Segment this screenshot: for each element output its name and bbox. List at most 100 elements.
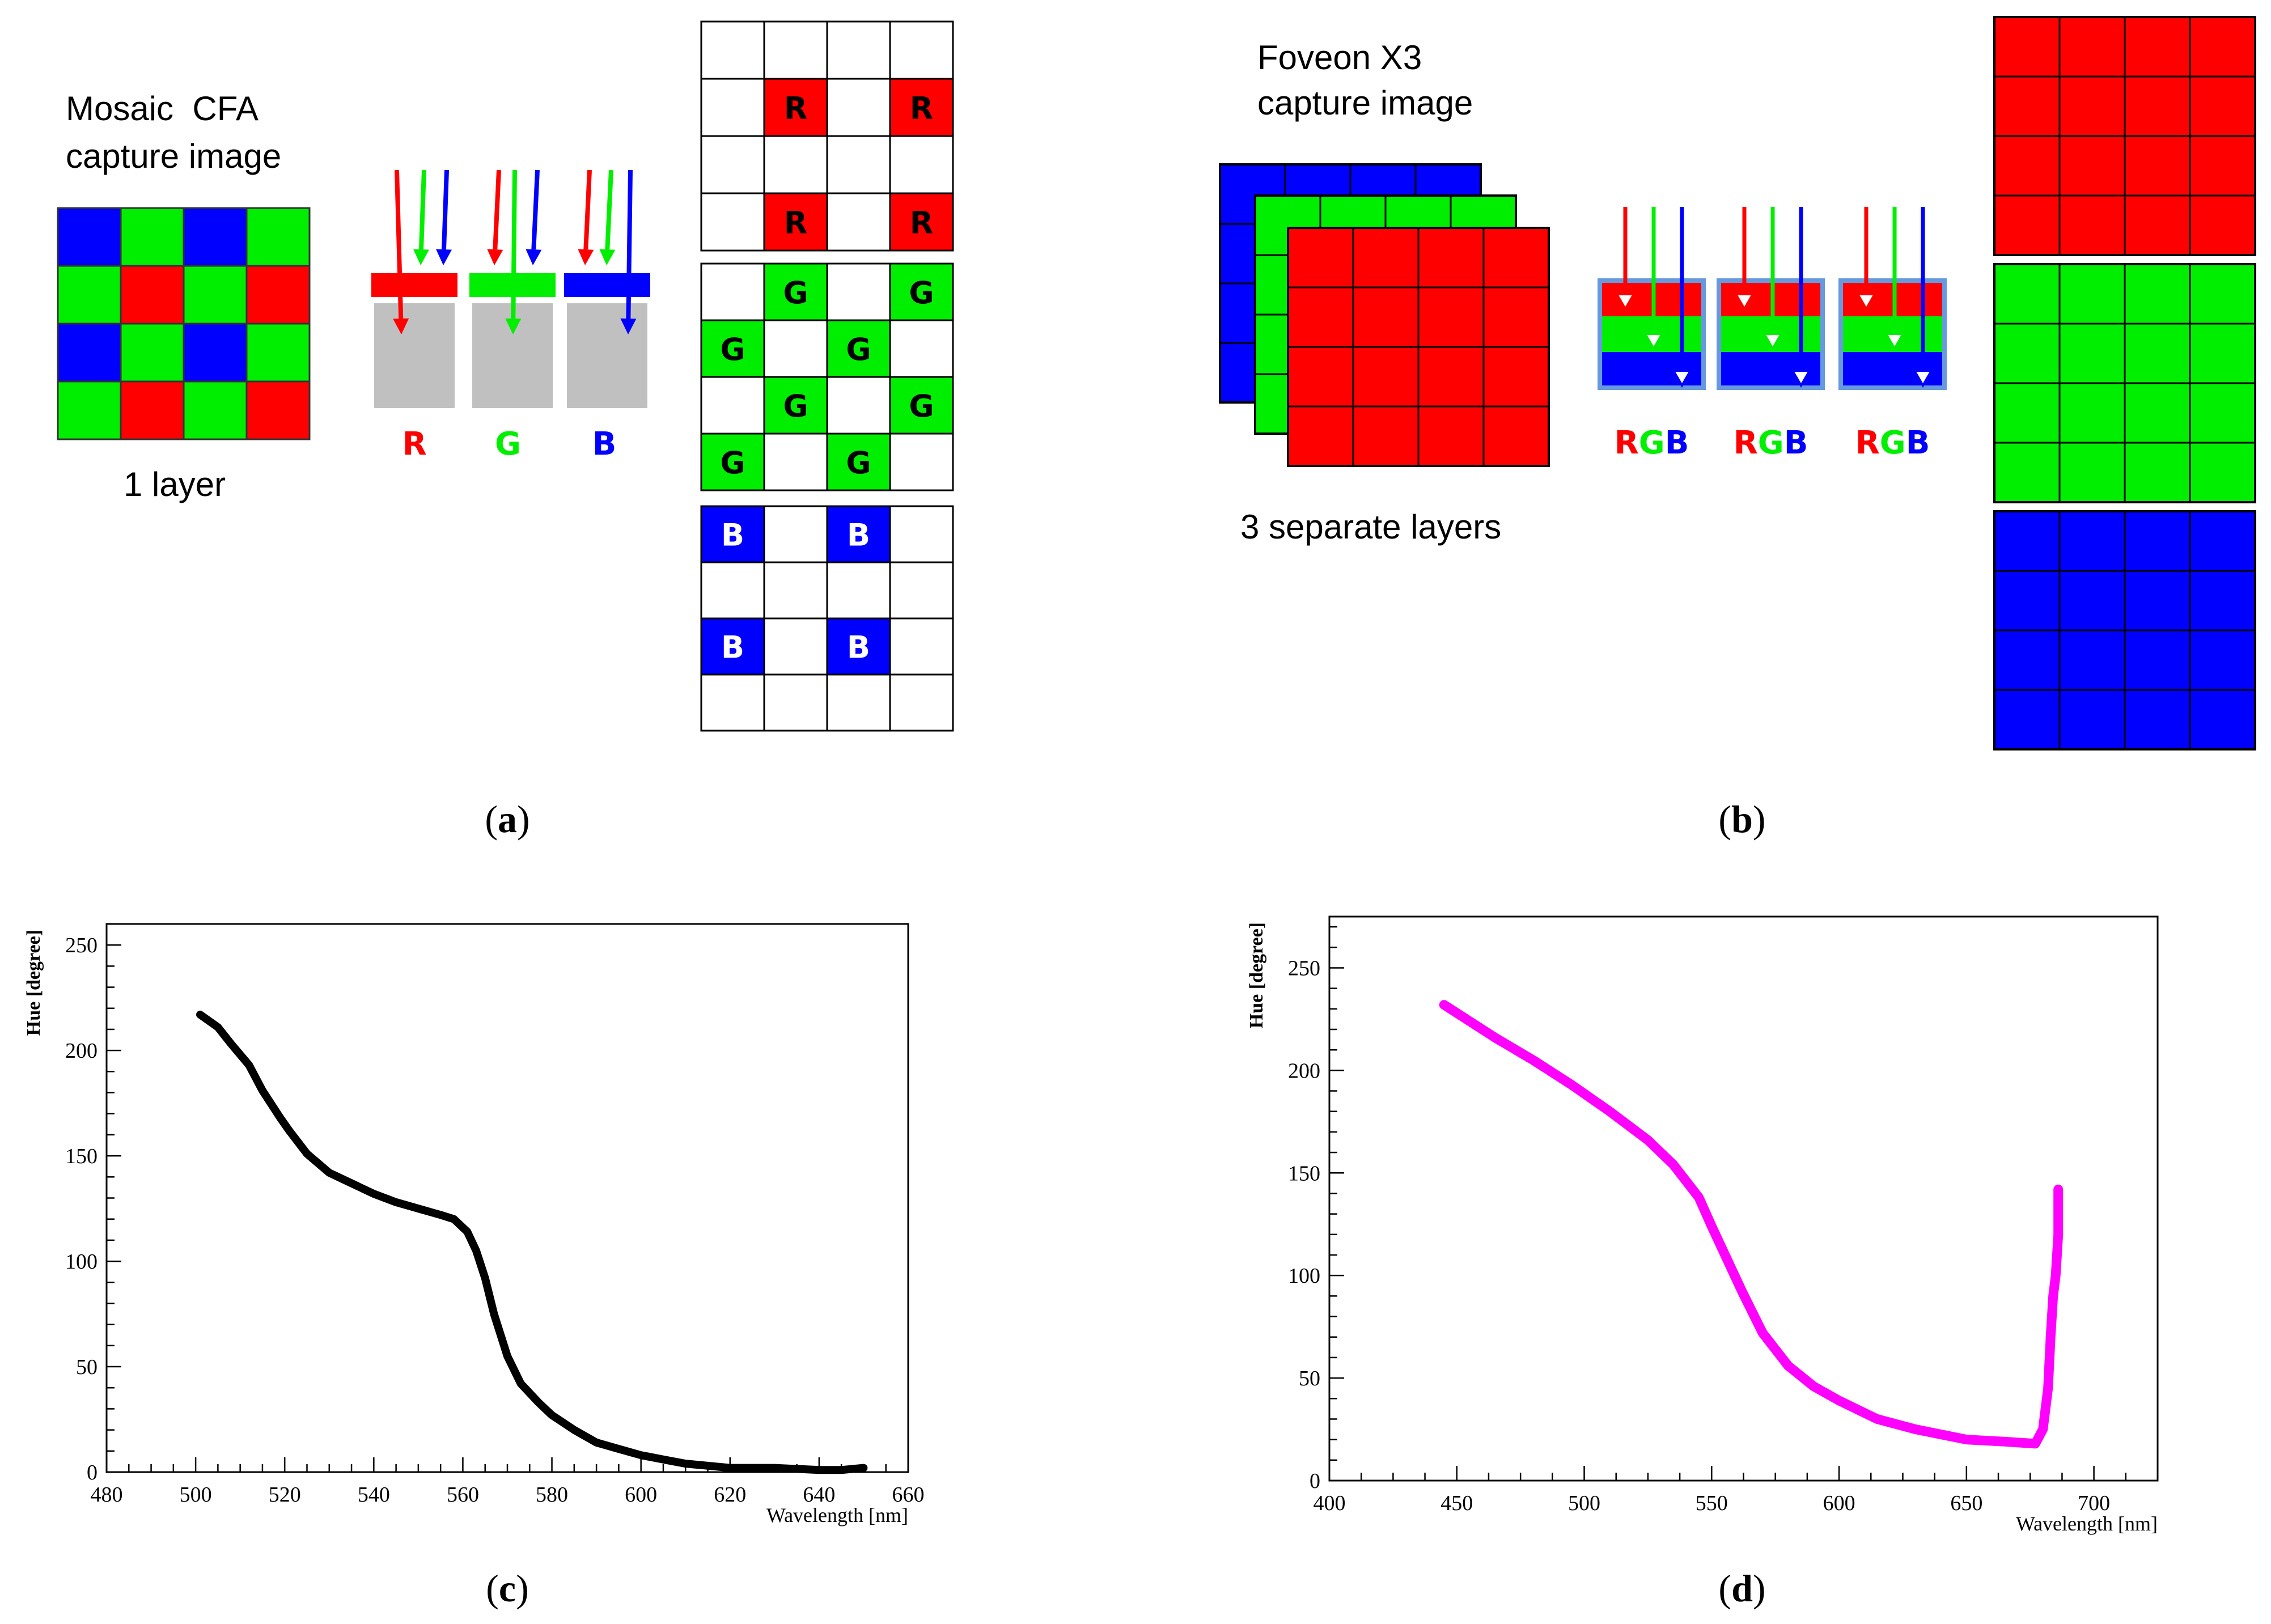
arrow-shaft (531, 169, 540, 250)
light-arrows (393, 169, 637, 334)
mosaic-cell-green (183, 380, 248, 440)
blue-grid-empty-cell (826, 561, 891, 620)
green-light-arrow (1643, 207, 1664, 351)
caption-c: (c) (486, 1567, 529, 1610)
y-tick-label: 250 (1288, 956, 1320, 980)
green-grid-letter: G (909, 388, 934, 424)
filter-label-r: R (402, 426, 426, 463)
arrow-head (1643, 333, 1664, 351)
blue-light-arrow (1671, 207, 1693, 388)
green-grid-filled-cell (826, 319, 891, 378)
arrow-head (1912, 370, 1934, 388)
red-grid-filled-cell (889, 192, 954, 252)
x-tick-label: 660 (892, 1483, 925, 1507)
x-tick-label: 600 (625, 1483, 657, 1507)
blue-grid-letter: B (847, 630, 870, 665)
y-tick-label: 200 (65, 1039, 98, 1063)
chart-d: 400 450 500 550 600 650 700 0 50 100 150 200 250 Wave… (1246, 915, 2159, 1535)
panel-b: Foveon X3 capture image 3 separate layer… (1219, 16, 2256, 841)
red-grid-empty-cell (700, 20, 765, 80)
layer-count-label: 1 layer (124, 465, 226, 503)
x-tick-label: 480 (91, 1483, 123, 1507)
x-axis-label: Wavelength [nm] (766, 1504, 908, 1527)
blue-light-arrow (1790, 207, 1812, 388)
mosaic-cfa-grid (57, 207, 311, 440)
red-grid-empty-cell (889, 135, 954, 194)
x-tick-label: 550 (1696, 1491, 1728, 1515)
green-light-arrow (505, 169, 522, 334)
y-tick-label: 100 (65, 1250, 98, 1274)
red-light-arrow (578, 169, 594, 265)
arrow-head (393, 318, 409, 334)
green-grid-filled-cell (700, 319, 765, 378)
rgb-label-g: G (1758, 425, 1784, 461)
rgb-label-r: R (1734, 425, 1758, 461)
x-tick-label: 520 (269, 1483, 301, 1507)
rgb-label-b: B (1906, 425, 1930, 461)
green-grid-filled-cell (763, 262, 828, 321)
red-grid-filled-cell (763, 192, 828, 252)
y-tick-label: 250 (65, 934, 98, 957)
mosaic-cell-blue (57, 323, 122, 383)
blue-grid-empty-cell (763, 505, 828, 563)
panel-b-title-line2: capture image (1257, 84, 1473, 122)
blue-grid-empty-cell (826, 673, 891, 732)
arrow-head (1790, 370, 1812, 388)
blue-filter (564, 273, 650, 297)
green-grid-letter: G (909, 275, 934, 311)
green-channel-grid: G G G G G G G G (700, 262, 954, 491)
x-tick-label: 450 (1440, 1491, 1473, 1515)
blue-grid-empty-cell (889, 617, 954, 676)
red-grid-empty-cell (826, 192, 891, 252)
x-tick-label: 400 (1314, 1491, 1346, 1515)
red-grid-letter: R (910, 91, 934, 126)
green-grid-letter: G (846, 332, 871, 367)
red-filter (371, 273, 457, 297)
red-grid-empty-cell (826, 78, 891, 137)
caption-b: (b) (1718, 798, 1765, 841)
filter-label-b: B (592, 426, 617, 463)
x-tick-label: 500 (1568, 1491, 1600, 1515)
red-channel-layer (1993, 16, 2256, 256)
green-grid-empty-cell (700, 262, 765, 321)
rgb-label-g: G (1639, 425, 1665, 461)
arrow-head (1855, 293, 1877, 312)
sensor-stack-3: RGB (1838, 207, 1947, 461)
panel-a-title-line1: Mosaic CFA (66, 90, 259, 128)
green-grid-filled-cell (826, 432, 891, 491)
blue-grid-empty-cell (700, 561, 765, 620)
green-grid-filled-cell (889, 262, 954, 321)
blue-light-arrow (436, 169, 452, 265)
red-light-arrow (1734, 207, 1755, 312)
arrow-shaft (419, 169, 426, 250)
plot-frame (105, 923, 909, 1473)
green-grid-empty-cell (889, 432, 954, 491)
blue-grid-letter: B (847, 518, 870, 553)
panel-b-title-line1: Foveon X3 (1257, 39, 1422, 77)
arrow-head (413, 249, 429, 265)
green-grid-empty-cell (826, 262, 891, 321)
arrow-head (599, 249, 616, 265)
mosaic-cell-red (120, 265, 185, 325)
bayer-filter-diagram: R G B (371, 169, 650, 463)
blue-channel-layer (1993, 510, 2256, 750)
red-grid-filled-cell (889, 78, 954, 137)
rgb-label: RGB (1855, 425, 1930, 461)
red-layer (1287, 227, 1550, 467)
green-light-arrow (413, 169, 429, 265)
green-channel-layer (1993, 263, 2256, 503)
arrow-head (526, 249, 542, 265)
blue-grid-letter: B (721, 518, 744, 553)
panel-a-title-line2: capture image (66, 137, 281, 175)
green-light-arrow (1762, 207, 1783, 351)
arrow-head (1671, 370, 1693, 388)
chart-c: 480 500 520 540 560 580 600 620 640 660 0 50 100 150 2… (23, 923, 925, 1527)
arrow-head (578, 249, 594, 265)
blue-channel-grid: B B B B (700, 505, 954, 732)
red-grid-empty-cell (700, 135, 765, 194)
red-grid-empty-cell (763, 135, 828, 194)
arrow-shaft (442, 169, 449, 250)
foveon-sensor-stacks: RGB RGB RGB (1598, 207, 1947, 461)
x-tick-label: 500 (180, 1483, 212, 1507)
y-tick-label: 0 (1310, 1469, 1320, 1493)
